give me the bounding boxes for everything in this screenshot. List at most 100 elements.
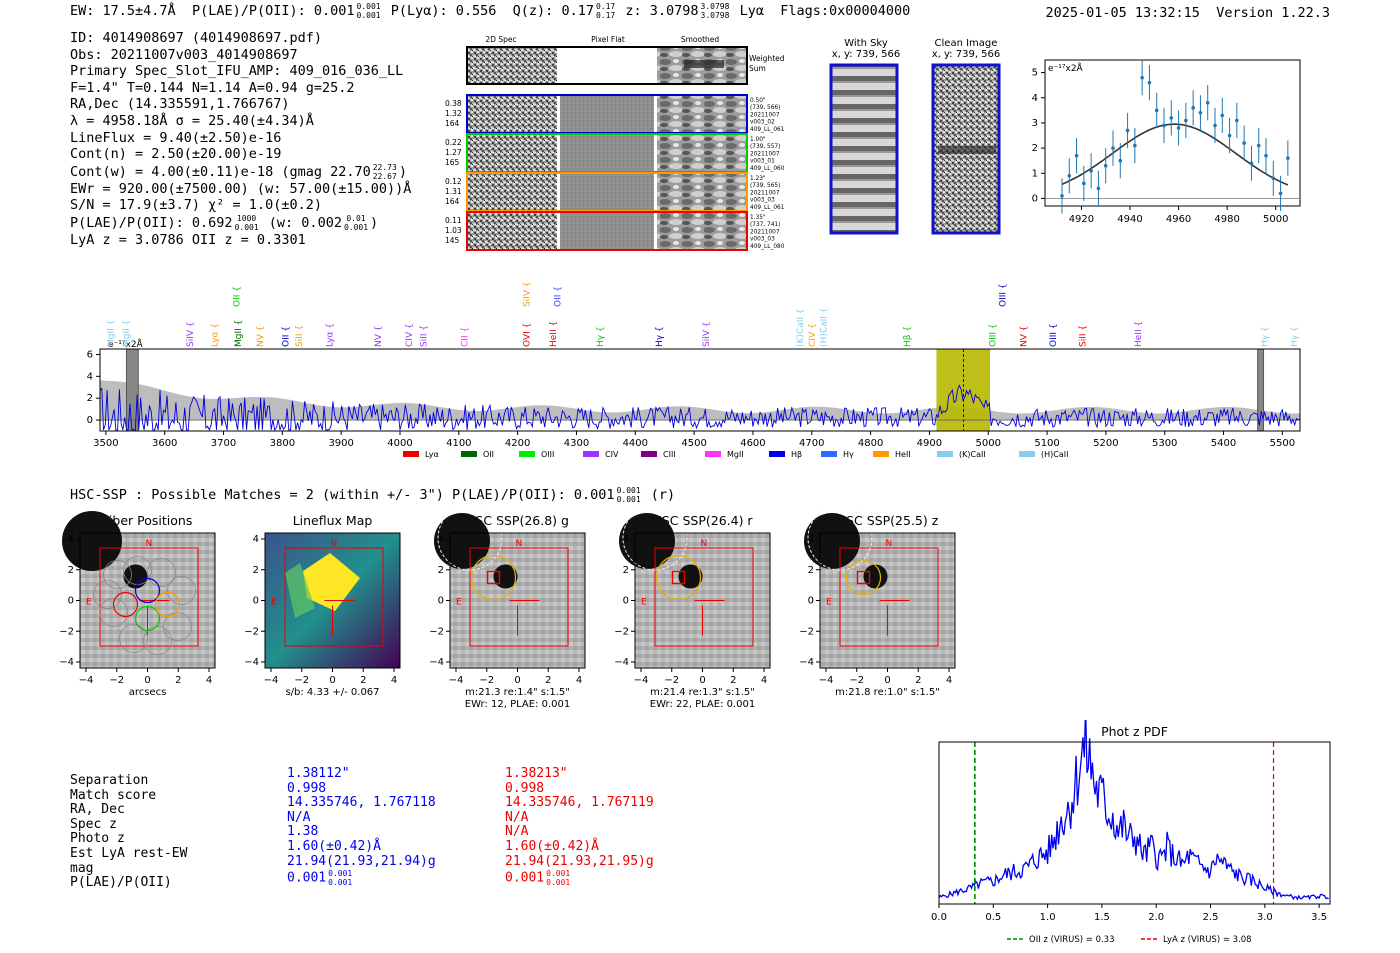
- stamp-xtick-label: −2: [294, 675, 309, 686]
- spec-row-gap: [654, 95, 657, 133]
- fiber-circle: [119, 624, 148, 653]
- match-circle: [655, 554, 702, 601]
- spectrum-legend-swatch: [937, 451, 953, 457]
- zoom-ytick-label: 1: [1032, 168, 1038, 179]
- spec-row-meta: 409_LL_061: [750, 205, 785, 211]
- spec-row-meta: v003_03: [750, 198, 775, 204]
- comparison-label: Spec z: [70, 816, 117, 832]
- photz-legend-lya: LyA z (VIRUS) = 3.08: [1163, 935, 1252, 945]
- stamp-xtick-label: −4: [264, 675, 279, 686]
- stamp-title: HSC SSP(26.4) r: [652, 513, 753, 528]
- stamp-ytick-label: 0: [623, 596, 629, 607]
- spectrum-line-label: MgII {: [234, 320, 244, 347]
- zoom-ytick-label: 5: [1032, 68, 1038, 79]
- spec-row-smooth: [657, 134, 747, 172]
- star-mask: [622, 510, 688, 571]
- stamp-xtick-label: 4: [391, 675, 397, 686]
- stamp-xtick-label: 0: [144, 675, 150, 686]
- spectrum-line-label: MgII {: [107, 320, 117, 347]
- zoom-point: [1067, 173, 1072, 178]
- spec-row-meta: (739, 557): [750, 144, 780, 150]
- spec-row-gap: [557, 95, 560, 133]
- header-plae-lo: 0.001: [356, 11, 381, 20]
- info-gmag-lo: 22.67: [372, 171, 397, 181]
- source-blob: [863, 564, 888, 589]
- source-blob: [123, 564, 148, 589]
- comparison-value: 1.38: [287, 824, 319, 840]
- spectrum-legend-swatch: [403, 451, 419, 457]
- spec-row-smooth: [657, 212, 747, 250]
- zoom-point: [1205, 100, 1210, 105]
- spec-row-stat: 0.22: [445, 138, 462, 147]
- fiber-circle: [163, 612, 192, 641]
- stamp-foot: s/b: 4.33 +/- 0.067: [285, 687, 379, 698]
- spectrum-line-label: Hγ {: [596, 326, 606, 347]
- col-header-flat: Pixel Flat: [591, 35, 625, 44]
- zoom-ytick-label: 2: [1032, 143, 1038, 154]
- spec-row-meta: 1.00": [750, 137, 766, 143]
- zoom-line-chart: 4920 4940 4960 4980 5000 0 1 2 3 4 5 e⁻¹⁷x2Å: [1032, 59, 1301, 225]
- spectrum-legend-swatch: [769, 451, 785, 457]
- info-plae-lo: 0.001: [234, 222, 259, 232]
- header-line: EW: 17.5±4.7Å P(LAE)/P(OII): 0.001 0.001 0…: [70, 2, 910, 20]
- match-1-values: 1.38112" 0.998 14.335746, 1.767118 N/A 1.38 1…: [287, 766, 436, 887]
- spectrum-line-label: CIV {: [808, 323, 818, 347]
- match-marker: [671, 570, 686, 585]
- spectrum-xtick-label: 4800: [858, 438, 883, 449]
- fiber-highlight: [134, 577, 161, 604]
- spec-row-meta: (739, 565): [750, 183, 780, 189]
- search-box: [839, 547, 939, 647]
- match-circle: [845, 559, 882, 596]
- spectrum-frame: [99, 348, 1301, 432]
- zoom-xtick-label: 4980: [1214, 214, 1239, 225]
- info-plae-w: (w: 0.002: [268, 214, 342, 231]
- spectrum-xtick-label: 3600: [152, 438, 177, 449]
- zoom-ytick-label: 3: [1032, 118, 1038, 129]
- match-marker: [856, 570, 871, 585]
- stamp-xtick-label: −4: [634, 675, 649, 686]
- spectrum-legend-swatch: [705, 451, 721, 457]
- stamp-ytick-label: 2: [438, 565, 444, 576]
- north-label: N: [886, 539, 893, 549]
- spectrum-xtick-label: 4900: [917, 438, 942, 449]
- stamp-ytick-label: −2: [614, 626, 629, 637]
- zoom-point: [1242, 141, 1246, 145]
- spectrum-line-label: CII {: [461, 327, 471, 347]
- spectrum-line-label: SiII {: [295, 325, 305, 347]
- spectrum-ylabel: e⁻¹⁷x2Å: [108, 338, 144, 350]
- spec-row-gap: [557, 134, 560, 172]
- spec-row-stat: 1.31: [445, 187, 462, 196]
- sky-title: With Sky x, y: 739, 566: [822, 38, 910, 60]
- spectrum-legend-swatch: [821, 451, 837, 457]
- spec-row-smooth: [657, 173, 747, 211]
- info-contn: Cont(n) = 2.50(±20.00)e-19: [70, 146, 282, 163]
- fiber-circle: [147, 558, 176, 587]
- spec-row-gap: [557, 173, 560, 211]
- stamp-foot: arcsecs: [129, 687, 167, 698]
- stamp-xtick-label: 2: [730, 675, 736, 686]
- stamp-xtick-label: 2: [915, 675, 921, 686]
- fiber-circle: [93, 580, 122, 609]
- spectrum-line-label: (K)CaII {: [796, 308, 806, 347]
- comparison-value: 14.335746, 1.767118: [287, 795, 436, 811]
- spectrum-line-label: Hβ {: [903, 326, 913, 347]
- spec-row-meta: 1.35": [750, 215, 766, 221]
- spectrum-legend-label: Lyα: [425, 450, 439, 459]
- stamp-xtick-label: 0: [884, 675, 890, 686]
- hsc-stamps: Fiber Positions N E −4 −4 −2 −2 0 0 2 2 4 4 arcsecs Li…: [59, 510, 956, 710]
- spectrum-line-label: HeII {: [1134, 321, 1144, 347]
- spectrum-line-label: Hγ {: [1290, 326, 1300, 347]
- spectrum-noise-envelope: [100, 380, 1300, 421]
- spectrum-line-label: OIII {: [988, 323, 998, 347]
- spectrum-line-label: SiIV {: [186, 321, 196, 347]
- north-label: N: [516, 539, 523, 549]
- comparison-value: N/A: [505, 824, 529, 840]
- spectrum-xtick-label: 5300: [1152, 438, 1177, 449]
- fiber-highlight: [154, 591, 181, 618]
- fiber-circle: [143, 626, 172, 655]
- spectrum-line-label: OIII {: [1049, 323, 1059, 347]
- comparison-value: 21.94(21.93,21.95)g: [505, 853, 654, 869]
- spec-row-smooth: [657, 95, 747, 133]
- comparison-label: Photo z: [70, 831, 125, 847]
- fiber-highlight: [112, 591, 139, 618]
